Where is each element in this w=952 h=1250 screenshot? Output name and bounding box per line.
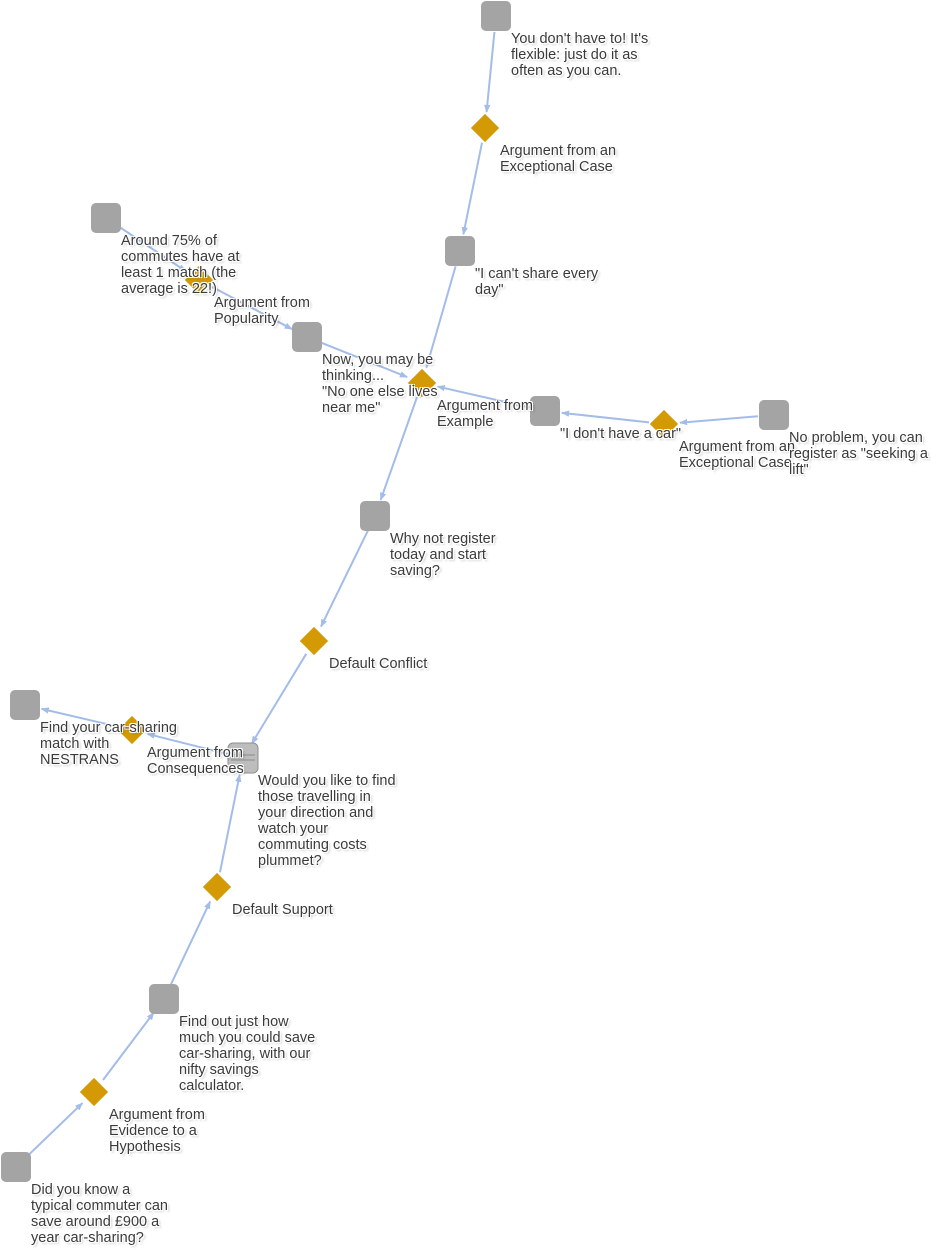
statement-node-n6[interactable] [759, 400, 789, 430]
scheme-node-s7[interactable] [202, 872, 232, 902]
edge-n11-s8 [26, 1102, 84, 1157]
edge-s8-n10 [102, 1011, 155, 1081]
edge-s2-n4 [211, 286, 293, 330]
edge-n9-s6 [146, 732, 228, 756]
scheme-node-s1[interactable] [470, 113, 500, 143]
edge-s3-n7 [379, 396, 418, 501]
statement-node-n4[interactable] [292, 322, 322, 352]
edge-n4-s3 [321, 342, 408, 378]
edge-n1-s1 [484, 31, 496, 113]
edge-s4-n5 [561, 410, 650, 424]
edge-s1-n2 [461, 142, 483, 236]
statement-node-n5[interactable] [530, 396, 560, 426]
edge-n5-s3 [436, 385, 530, 409]
edges-layer [26, 31, 759, 1157]
statement-node-n7[interactable] [360, 501, 390, 531]
statement-node-n2[interactable] [445, 236, 475, 266]
edge-n3-s2 [118, 226, 187, 272]
statement-node-n1[interactable] [481, 1, 511, 31]
edge-n10-s7 [169, 900, 212, 985]
edge-s6-n8 [40, 707, 118, 728]
statement-node-n11[interactable] [1, 1152, 31, 1182]
edge-s5-n9 [250, 653, 308, 745]
scheme-node-s3[interactable] [407, 368, 437, 398]
scheme-node-s4[interactable] [649, 409, 679, 439]
scheme-node-s6[interactable] [117, 715, 147, 745]
statement-node-n3[interactable] [91, 203, 121, 233]
edge-n2-s3 [425, 266, 457, 369]
scheme-node-s5[interactable] [299, 626, 329, 656]
scheme-node-s2[interactable] [184, 265, 214, 295]
scheme-node-s8[interactable] [79, 1077, 109, 1107]
edge-n7-s5 [320, 529, 369, 628]
edge-s7-n9 [218, 773, 242, 873]
statement-node-n8[interactable] [10, 690, 40, 720]
edge-n6-s4 [679, 415, 759, 426]
statement-node-n9[interactable] [227, 742, 259, 774]
statement-node-n10[interactable] [149, 984, 179, 1014]
nodes-layer [1, 1, 789, 1182]
selected-node-indicator [231, 754, 255, 761]
